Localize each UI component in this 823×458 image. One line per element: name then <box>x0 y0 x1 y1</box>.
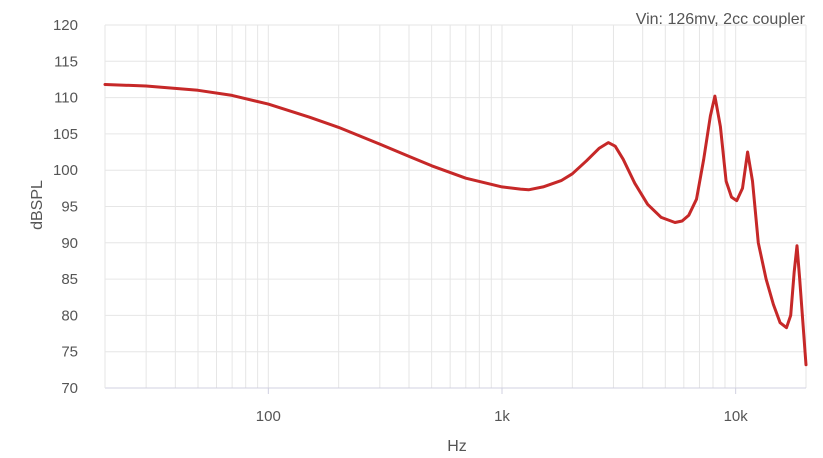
y-tick-label: 70 <box>61 380 78 397</box>
y-tick-label: 110 <box>54 90 78 107</box>
y-tick-label: 85 <box>61 271 78 288</box>
x-tick-label: 1k <box>494 408 510 425</box>
series-line <box>103 83 808 367</box>
grid <box>104 24 807 388</box>
axes <box>104 25 806 394</box>
x-tick-label: 10k <box>724 408 749 425</box>
y-tick-label: 105 <box>53 126 78 143</box>
y-tick-label: 115 <box>54 53 78 70</box>
chart-annotation: Vin: 126mv, 2cc coupler <box>636 11 806 28</box>
y-tick-label: 100 <box>53 162 78 179</box>
x-axis-title: Hz <box>447 438 467 455</box>
series-lines <box>103 83 808 367</box>
y-tick-label: 120 <box>53 17 78 34</box>
y-tick-label: 80 <box>61 307 78 324</box>
y-tick-label: 95 <box>61 199 78 216</box>
y-tick-label: 75 <box>61 344 78 361</box>
x-tick-label: 100 <box>256 408 281 425</box>
tick-labels: 70 75 80 85 90 95 100 105 110 115 120 100 1k 10k <box>53 17 748 425</box>
y-tick-label: 90 <box>61 235 78 252</box>
y-axis-title: dBSPL <box>29 180 46 230</box>
